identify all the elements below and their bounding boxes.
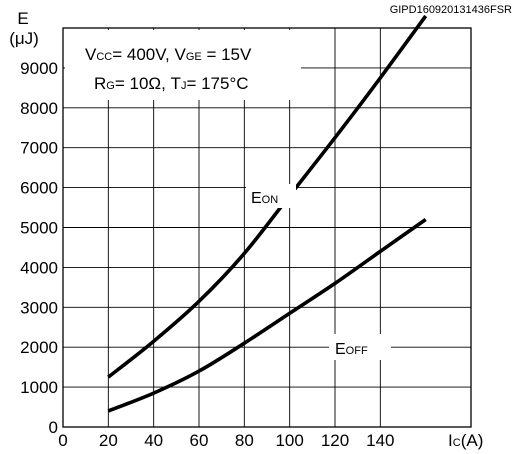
series-label-eoff: EOFF (335, 341, 368, 358)
y-tick-label: 9000 (20, 59, 58, 78)
x-tick-label: 0 (58, 431, 67, 450)
y-tick-label: 8000 (20, 99, 58, 118)
x-tick-label: 20 (99, 431, 118, 450)
y-axis-unit: (μJ) (9, 29, 39, 48)
x-tick-labels: 0 20 40 60 80 100 120 140 (58, 431, 394, 450)
x-tick-label: 120 (321, 431, 349, 450)
y-tick-label: 3000 (20, 298, 58, 317)
x-tick-label: 140 (366, 431, 394, 450)
y-tick-label: 2000 (20, 338, 58, 357)
x-tick-label: 80 (235, 431, 254, 450)
x-tick-label: 60 (190, 431, 209, 450)
y-tick-label: 0 (49, 418, 58, 437)
y-tick-label: 7000 (20, 139, 58, 158)
figure-id: GIPD160920131436FSR (390, 4, 512, 16)
conditions-line-1: VCC= 400V, VGE = 15V (85, 45, 252, 64)
eoff-label-bg (329, 334, 391, 360)
series-lines (107, 14, 428, 413)
series-line-eoff (107, 218, 427, 413)
x-axis-label: IC(A) (448, 431, 483, 450)
plot-frame (62, 27, 472, 428)
series-label-eon: EON (251, 190, 278, 207)
conditions-line-2: RG= 10Ω, TJ= 175°C (94, 74, 249, 93)
y-tick-labels: 0 1000 2000 3000 4000 5000 6000 7000 8000 9000 (20, 59, 58, 437)
y-tick-label: 1000 (20, 378, 58, 397)
y-tick-label: 6000 (20, 179, 58, 198)
conditions-box (65, 30, 301, 100)
x-tick-label: 40 (144, 431, 163, 450)
y-axis-symbol: E (17, 9, 28, 28)
y-tick-label: 5000 (20, 219, 58, 238)
eon-label-bg (246, 184, 296, 208)
x-tick-label: 100 (275, 431, 303, 450)
series-line-eon (107, 14, 428, 379)
y-tick-label: 4000 (20, 258, 58, 277)
